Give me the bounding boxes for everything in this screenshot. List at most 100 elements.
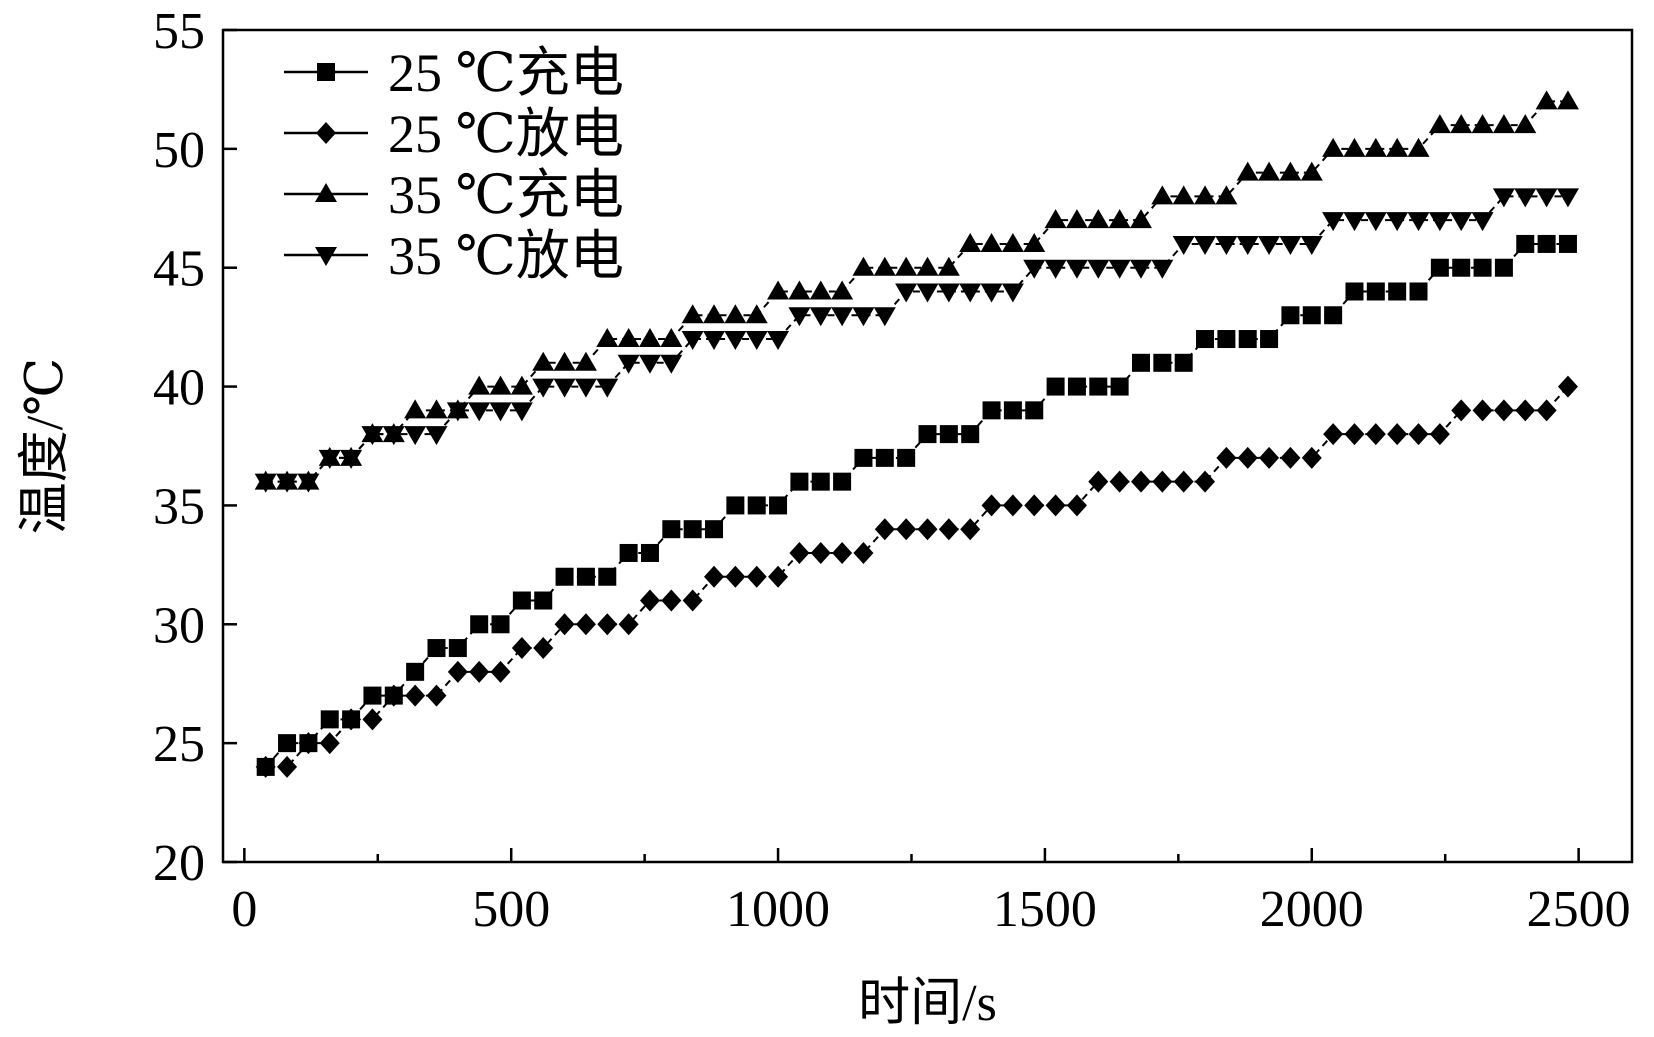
data-point bbox=[1387, 423, 1408, 446]
data-point bbox=[660, 354, 683, 374]
data-point bbox=[1364, 212, 1387, 232]
y-tick-label: 30 bbox=[153, 597, 205, 654]
data-point bbox=[897, 448, 916, 467]
data-point bbox=[895, 283, 918, 303]
data-point bbox=[1535, 188, 1558, 208]
data-point bbox=[1556, 90, 1579, 110]
data-point bbox=[1300, 161, 1323, 181]
data-point bbox=[1300, 235, 1323, 255]
series-3 bbox=[254, 90, 1579, 490]
data-point bbox=[1452, 258, 1471, 277]
data-point bbox=[873, 307, 896, 327]
data-point bbox=[1172, 235, 1195, 255]
x-tick-label: 500 bbox=[472, 881, 550, 938]
data-point bbox=[1515, 399, 1536, 422]
data-point bbox=[745, 304, 768, 324]
data-point bbox=[596, 328, 619, 348]
data-point bbox=[937, 283, 960, 303]
data-point bbox=[1045, 494, 1066, 517]
data-point bbox=[703, 331, 726, 351]
data-point bbox=[1430, 258, 1449, 277]
data-point bbox=[1428, 212, 1451, 232]
data-point bbox=[809, 307, 832, 327]
data-point bbox=[1322, 137, 1345, 157]
data-point bbox=[939, 425, 958, 444]
data-point bbox=[1065, 259, 1088, 279]
data-point bbox=[469, 660, 490, 683]
data-point bbox=[1194, 235, 1217, 255]
data-point bbox=[619, 543, 638, 562]
data-point bbox=[278, 734, 297, 753]
data-point bbox=[747, 496, 766, 515]
legend-item: 25 ℃放电 bbox=[284, 104, 624, 164]
data-point bbox=[981, 494, 1002, 517]
y-tick-label: 25 bbox=[153, 716, 205, 773]
data-point bbox=[297, 473, 320, 493]
data-point bbox=[511, 637, 532, 660]
legend-marker bbox=[317, 63, 335, 81]
data-point bbox=[363, 686, 382, 705]
data-point bbox=[1237, 446, 1258, 469]
data-point bbox=[1364, 137, 1387, 157]
data-point bbox=[340, 449, 363, 469]
data-point bbox=[1194, 185, 1217, 205]
data-point bbox=[681, 304, 704, 324]
data-point bbox=[810, 541, 831, 564]
series-line bbox=[265, 385, 1569, 768]
series-line bbox=[265, 100, 1568, 483]
data-point bbox=[468, 375, 491, 395]
data-point bbox=[767, 331, 790, 351]
series-4 bbox=[254, 188, 1579, 493]
data-point bbox=[1556, 188, 1579, 208]
data-point bbox=[596, 378, 619, 398]
data-point bbox=[1407, 137, 1430, 157]
data-point bbox=[639, 589, 660, 612]
data-point bbox=[725, 565, 746, 588]
data-point bbox=[1089, 377, 1108, 396]
data-point bbox=[1131, 353, 1150, 372]
x-tick-label: 0 bbox=[231, 881, 257, 938]
data-point bbox=[598, 567, 617, 586]
data-point bbox=[1236, 161, 1259, 181]
data-point bbox=[1023, 232, 1046, 252]
data-point bbox=[683, 520, 702, 539]
data-point bbox=[618, 613, 639, 636]
data-point bbox=[1066, 494, 1087, 517]
data-point bbox=[1108, 209, 1131, 229]
data-point bbox=[1215, 235, 1238, 255]
data-point bbox=[724, 304, 747, 324]
x-axis: 0 500 1000 1500 2000 2500 bbox=[231, 848, 1631, 938]
data-point bbox=[1044, 209, 1067, 229]
data-point bbox=[1110, 377, 1129, 396]
data-point bbox=[1129, 259, 1152, 279]
legend-marker bbox=[315, 247, 337, 266]
x-tick-label: 1500 bbox=[993, 881, 1097, 938]
data-point bbox=[661, 589, 682, 612]
data-point bbox=[362, 708, 383, 731]
data-point bbox=[406, 662, 425, 681]
data-point bbox=[341, 708, 362, 731]
data-point bbox=[1535, 90, 1558, 110]
data-point bbox=[1152, 470, 1173, 493]
x-axis-title: 时间/s bbox=[858, 975, 997, 1032]
data-point bbox=[468, 402, 491, 422]
data-point bbox=[1450, 212, 1473, 232]
data-point bbox=[446, 402, 469, 422]
plot-frame bbox=[221, 28, 1634, 864]
data-point bbox=[832, 541, 853, 564]
data-point bbox=[1087, 209, 1110, 229]
data-point bbox=[745, 331, 768, 351]
data-point bbox=[638, 354, 661, 374]
data-point bbox=[1345, 282, 1364, 301]
data-point bbox=[873, 256, 896, 276]
data-point bbox=[1002, 494, 1023, 517]
data-point bbox=[554, 613, 575, 636]
data-point bbox=[853, 541, 874, 564]
data-point bbox=[917, 518, 938, 541]
data-point bbox=[1279, 161, 1302, 181]
data-point bbox=[1322, 212, 1345, 232]
data-point bbox=[553, 378, 576, 398]
data-point bbox=[1196, 330, 1215, 349]
data-point bbox=[811, 472, 830, 491]
